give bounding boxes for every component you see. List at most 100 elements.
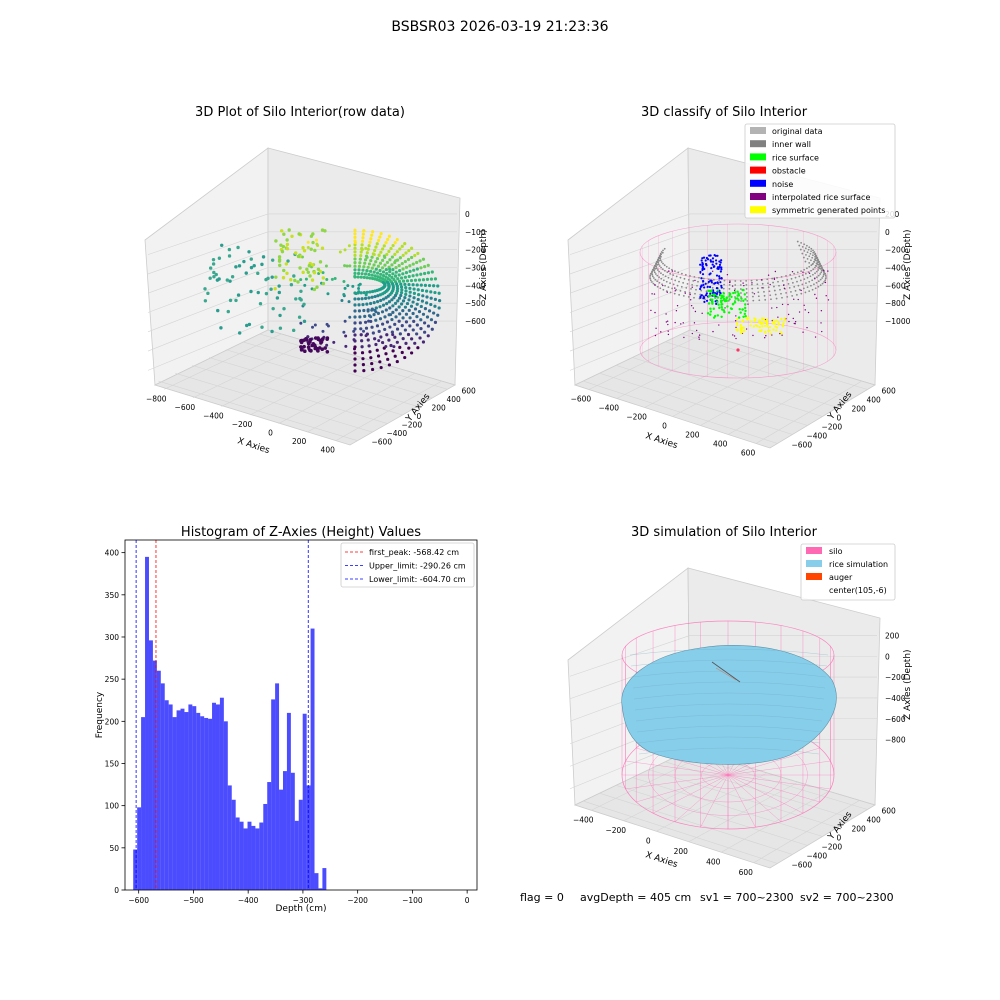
inner-wall-point: [798, 275, 801, 278]
raw-point: [380, 310, 385, 314]
inner-wall-point: [805, 253, 807, 256]
raw-point: [418, 336, 422, 340]
raw-point: [369, 356, 373, 360]
raw-point: [292, 274, 296, 278]
y-tick-label: −400: [807, 852, 828, 861]
raw-point: [285, 242, 290, 247]
raw-point: [359, 327, 363, 331]
raw-point: [388, 267, 392, 271]
raw-point: [403, 282, 407, 286]
inner-wall-point: [756, 287, 759, 290]
interpolated-point: [668, 270, 670, 272]
raw-point: [203, 299, 208, 303]
raw-point: [407, 274, 411, 279]
inner-wall-point: [790, 277, 793, 280]
symmetric-point: [774, 325, 777, 328]
raw-point: [412, 319, 416, 323]
raw-point: [375, 300, 380, 304]
noise-point: [706, 285, 709, 288]
raw-point: [361, 268, 365, 272]
panel1-z-ticks: 0 −100 −200 −300 −400 −500 −600: [465, 210, 486, 326]
symmetric-point: [760, 321, 763, 324]
raw-point: [417, 278, 422, 282]
rice-mesh-line: [636, 725, 822, 733]
interpolated-point: [718, 324, 720, 326]
raw-point: [365, 269, 369, 273]
raw-point: [361, 357, 365, 361]
symmetric-point: [769, 332, 772, 335]
rice-surface-point: [722, 297, 726, 300]
silo-bottom-ring: [639, 321, 837, 379]
raw-point: [415, 273, 419, 277]
z-tick-label: 0: [465, 210, 470, 219]
legend-swatch: [750, 127, 766, 134]
inner-wall-point: [739, 284, 742, 286]
inner-wall-point: [695, 288, 697, 291]
raw-point: [416, 288, 420, 292]
histogram-bar: [184, 712, 189, 890]
inner-wall-point: [697, 280, 699, 283]
inner-wall-point: [696, 284, 698, 287]
raw-point: [345, 264, 349, 268]
inner-wall-point: [675, 288, 678, 291]
z-tick-label: −600: [885, 281, 906, 290]
status-sv2: sv2 = 700~2300: [800, 891, 894, 904]
raw-point: [374, 260, 378, 264]
raw-point: [315, 285, 319, 289]
histogram-bar: [271, 699, 276, 890]
raw-point: [401, 272, 405, 276]
legend-label: silo: [829, 547, 843, 556]
raw-point: [383, 327, 387, 332]
raw-point: [311, 232, 315, 236]
interpolated-point: [666, 320, 669, 322]
raw-point: [416, 346, 420, 350]
raw-point: [416, 251, 420, 256]
noise-point: [702, 280, 705, 283]
y-tick-label: 200: [852, 405, 867, 414]
raw-point: [321, 276, 325, 280]
histogram-bar: [318, 888, 323, 890]
inner-wall-point: [662, 262, 664, 265]
raw-point: [289, 278, 293, 282]
raw-point: [372, 253, 376, 257]
raw-point: [380, 340, 385, 345]
raw-point: [302, 249, 307, 253]
raw-point: [353, 257, 357, 261]
rice-mesh-line: [635, 714, 823, 722]
inner-wall-point: [804, 260, 807, 263]
legend-label: obstacle: [772, 167, 806, 176]
z-tick-label: −400: [465, 281, 486, 290]
histogram-bar: [156, 670, 161, 890]
raw-point: [247, 250, 251, 254]
raw-point: [373, 289, 377, 293]
inner-wall-point: [700, 289, 703, 292]
raw-point: [297, 232, 301, 236]
inner-wall-point: [786, 279, 789, 281]
inner-wall-point: [752, 295, 754, 298]
interpolated-point: [735, 337, 737, 340]
raw-point: [358, 315, 362, 319]
raw-point: [260, 325, 264, 329]
interpolated-point: [821, 330, 823, 333]
raw-point: [385, 260, 390, 265]
rice-surface-point: [744, 315, 747, 318]
panel4-silo-simulation: [621, 620, 837, 830]
raw-point: [208, 266, 213, 270]
raw-point: [359, 291, 363, 295]
raw-point: [401, 267, 405, 271]
raw-point: [387, 234, 392, 238]
noise-point: [700, 277, 703, 280]
interpolated-point: [667, 330, 669, 332]
raw-point: [409, 278, 414, 283]
inner-wall-point: [787, 283, 790, 285]
rice-surface-point: [707, 289, 710, 293]
inner-wall-point: [809, 275, 812, 278]
interpolated-point: [751, 282, 753, 284]
raw-point: [373, 274, 377, 278]
raw-point: [301, 246, 305, 250]
inner-wall-point: [812, 254, 814, 257]
raw-point: [365, 251, 369, 255]
rice-surface-point: [737, 299, 740, 302]
x-tick-label: −100: [402, 896, 423, 905]
raw-point: [301, 270, 305, 275]
